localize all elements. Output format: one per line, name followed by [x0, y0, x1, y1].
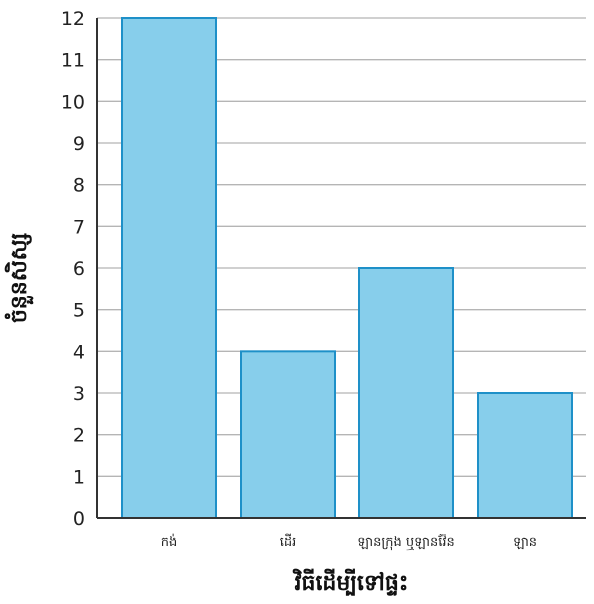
y-tick-label: 3: [73, 383, 85, 405]
y-tick-label: 10: [61, 91, 85, 113]
x-tick-label: ឡាន: [513, 535, 537, 550]
y-tick-label: 1: [73, 466, 85, 488]
y-tick-label: 2: [73, 425, 85, 447]
y-tick-label: 6: [73, 258, 85, 280]
y-tick-label: 5: [73, 300, 85, 322]
x-tick-label: ឡានក្រុង ឬឡានវ៉ែន: [357, 533, 455, 551]
x-axis-category-labels: កង់ ដើរ ឡានក្រុង ឬឡានវ៉ែន ឡាន: [161, 533, 537, 551]
y-tick-label: 8: [73, 175, 85, 197]
y-tick-label: 9: [73, 133, 85, 155]
x-tick-label: កង់: [161, 533, 178, 550]
y-tick-label: 7: [73, 216, 85, 238]
bar: [121, 17, 217, 519]
bar: [358, 267, 454, 519]
x-axis-title: វិធីដើម្បីទៅផ្ទះ: [292, 568, 408, 596]
y-axis-title: ចំនួនសិស្ស: [4, 233, 34, 323]
y-tick-label: 0: [73, 508, 85, 530]
y-tick-label: 11: [61, 50, 85, 72]
x-tick-label: ដើរ: [280, 533, 297, 550]
bar: [240, 350, 336, 520]
bars: [121, 17, 573, 520]
bar: [477, 392, 573, 519]
y-tick-label: 4: [73, 341, 85, 363]
y-tick-label: 12: [61, 8, 85, 30]
